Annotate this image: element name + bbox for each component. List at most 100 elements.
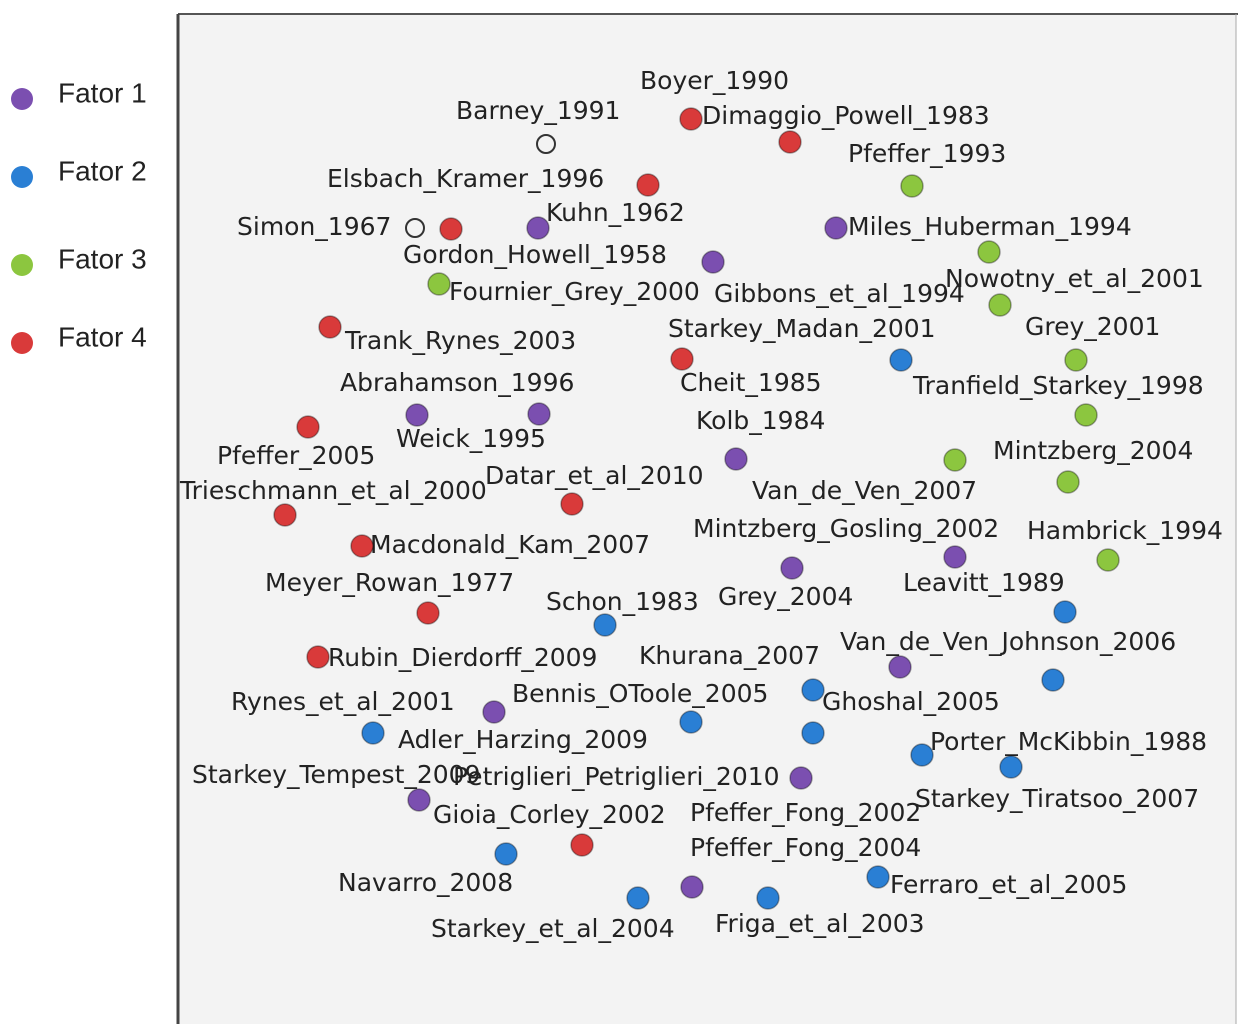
point [626, 886, 650, 910]
point-label: Elsbach_Kramer_1996 [327, 164, 604, 193]
point [1053, 600, 1077, 624]
point [824, 216, 848, 240]
point [943, 448, 967, 472]
point-label: Rubin_Dierdorff_2009 [328, 643, 597, 672]
point-label: Boyer_1990 [640, 66, 789, 95]
point [560, 492, 584, 516]
point-label: Pfeffer_2005 [217, 441, 375, 470]
point-label: Rynes_et_al_2001 [231, 687, 455, 716]
point-label: Miles_Huberman_1994 [848, 212, 1132, 241]
point-label: Schon_1983 [546, 587, 699, 616]
point [296, 415, 320, 439]
point [526, 216, 550, 240]
point-label: Grey_2004 [718, 582, 853, 611]
point-label: Van_de_Ven_Johnson_2006 [840, 627, 1176, 656]
hollow-point [536, 134, 556, 154]
labels: Boyer_1990 Barney_1991 Dimaggio_Powell_198… [179, 66, 1223, 943]
point-label: Gioia_Corley_2002 [433, 800, 666, 829]
point [273, 503, 297, 527]
plot-area [178, 14, 1236, 1024]
point-label: Grey_2001 [1025, 312, 1160, 341]
point [943, 545, 967, 569]
point-label: Adler_Harzing_2009 [398, 725, 648, 754]
point-label: Bennis_OToole_2005 [512, 679, 768, 708]
point-label: Gibbons_et_al_1994 [714, 279, 965, 308]
point [593, 613, 617, 637]
point-label: Abrahamson_1996 [340, 368, 574, 397]
point-label: Van_de_Ven_2007 [752, 476, 977, 505]
legend: Fator 1 Fator 2 Fator 3 Fator 4 [11, 77, 147, 354]
point-label: Trank_Rynes_2003 [344, 326, 576, 355]
point-label: Navarro_2008 [338, 868, 513, 897]
point [1096, 548, 1120, 572]
point-label: Datar_et_al_2010 [485, 461, 704, 490]
point-label: Pfeffer_Fong_2002 [690, 798, 921, 827]
point-label: Dimaggio_Powell_1983 [702, 101, 990, 130]
point-label: Meyer_Rowan_1977 [265, 568, 514, 597]
point [350, 534, 374, 558]
point [527, 402, 551, 426]
point-label: Barney_1991 [456, 96, 620, 125]
point [999, 755, 1023, 779]
point [636, 173, 660, 197]
point [427, 272, 451, 296]
point-label: Friga_et_al_2003 [715, 909, 925, 938]
point [977, 240, 1001, 264]
point-label: Starkey_Tempest_2009 [192, 760, 481, 789]
point [405, 403, 429, 427]
point-label: Mintzberg_Gosling_2002 [693, 514, 999, 543]
point [756, 886, 780, 910]
point [1056, 470, 1080, 494]
point [1041, 668, 1065, 692]
point [306, 645, 330, 669]
point-label: Gordon_Howell_1958 [403, 240, 667, 269]
point [680, 875, 704, 899]
points [273, 107, 1120, 910]
point-label: Pfeffer_1993 [848, 139, 1006, 168]
point [724, 447, 748, 471]
legend-marker [11, 166, 33, 188]
point-label: Pfeffer_Fong_2004 [690, 833, 921, 862]
point-label: Nowotny_et_al_2001 [945, 264, 1204, 293]
point-label: Mintzberg_2004 [993, 436, 1193, 465]
legend-label: Fator 4 [58, 321, 147, 352]
point [866, 865, 890, 889]
point [494, 842, 518, 866]
point [570, 833, 594, 857]
point-label: Ghoshal_2005 [822, 687, 1000, 716]
point [801, 678, 825, 702]
legend-label: Fator 2 [58, 155, 147, 186]
point-label: Kuhn_1962 [546, 198, 685, 227]
point [416, 601, 440, 625]
point [679, 710, 703, 734]
point [701, 250, 725, 274]
point-label: Fournier_Grey_2000 [449, 277, 700, 306]
point [900, 174, 924, 198]
point [482, 700, 506, 724]
point-label: Porter_McKibbin_1988 [930, 727, 1207, 756]
point-label: Leavitt_1989 [903, 568, 1065, 597]
point-label: Hambrick_1994 [1027, 516, 1223, 545]
point-label: Simon_1967 [237, 212, 391, 241]
point-label: Trieschmann_et_al_2000 [179, 476, 487, 505]
point-label: Tranfield_Starkey_1998 [912, 371, 1204, 400]
legend-marker [11, 332, 33, 354]
point-label: Khurana_2007 [639, 641, 820, 670]
legend-label: Fator 3 [58, 243, 147, 274]
point [1064, 348, 1088, 372]
point [778, 130, 802, 154]
point [407, 788, 431, 812]
legend-label: Fator 1 [58, 77, 147, 108]
legend-marker [11, 254, 33, 276]
point [801, 721, 825, 745]
point [318, 315, 342, 339]
point-label: Macdonald_Kam_2007 [370, 530, 650, 559]
point [1074, 403, 1098, 427]
point [679, 107, 703, 131]
point [439, 217, 463, 241]
point [361, 721, 385, 745]
point-label: Ferraro_et_al_2005 [890, 870, 1127, 899]
point-label: Kolb_1984 [696, 406, 825, 435]
point-label: Weick_1995 [396, 424, 546, 453]
